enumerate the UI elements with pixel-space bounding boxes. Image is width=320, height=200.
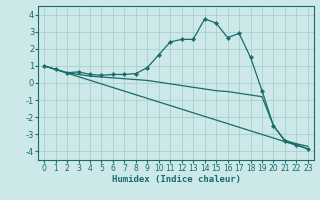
X-axis label: Humidex (Indice chaleur): Humidex (Indice chaleur) xyxy=(111,175,241,184)
